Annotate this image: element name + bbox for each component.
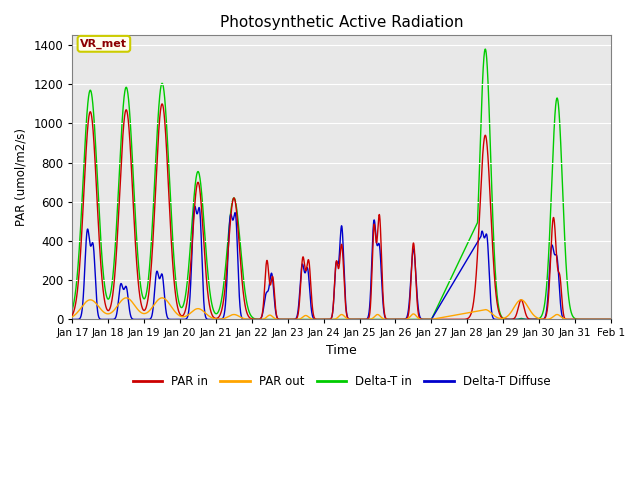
Y-axis label: PAR (umol/m2/s): PAR (umol/m2/s) xyxy=(15,128,28,227)
Legend: PAR in, PAR out, Delta-T in, Delta-T Diffuse: PAR in, PAR out, Delta-T in, Delta-T Dif… xyxy=(128,371,556,393)
Title: Photosynthetic Active Radiation: Photosynthetic Active Radiation xyxy=(220,15,463,30)
X-axis label: Time: Time xyxy=(326,344,357,357)
Text: VR_met: VR_met xyxy=(81,39,127,49)
